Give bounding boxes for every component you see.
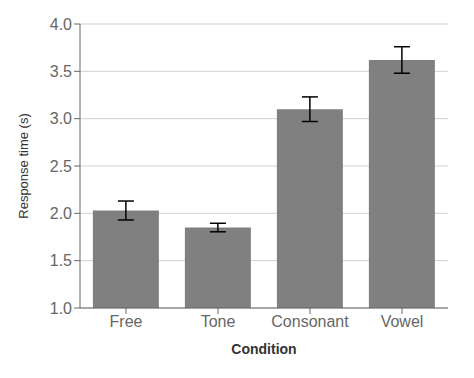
svg-text:3.0: 3.0 bbox=[50, 110, 72, 127]
svg-text:Tone: Tone bbox=[201, 313, 236, 330]
svg-text:3.5: 3.5 bbox=[50, 63, 72, 80]
svg-text:Vowel: Vowel bbox=[381, 313, 424, 330]
svg-text:Consonant: Consonant bbox=[271, 313, 349, 330]
svg-text:Free: Free bbox=[110, 313, 143, 330]
svg-text:1.0: 1.0 bbox=[50, 300, 72, 317]
svg-text:4.0: 4.0 bbox=[50, 16, 72, 33]
svg-text:1.5: 1.5 bbox=[50, 252, 72, 269]
svg-text:Response time (s): Response time (s) bbox=[16, 113, 31, 218]
svg-text:Condition: Condition bbox=[231, 341, 296, 357]
svg-text:2.5: 2.5 bbox=[50, 158, 72, 175]
svg-text:2.0: 2.0 bbox=[50, 205, 72, 222]
